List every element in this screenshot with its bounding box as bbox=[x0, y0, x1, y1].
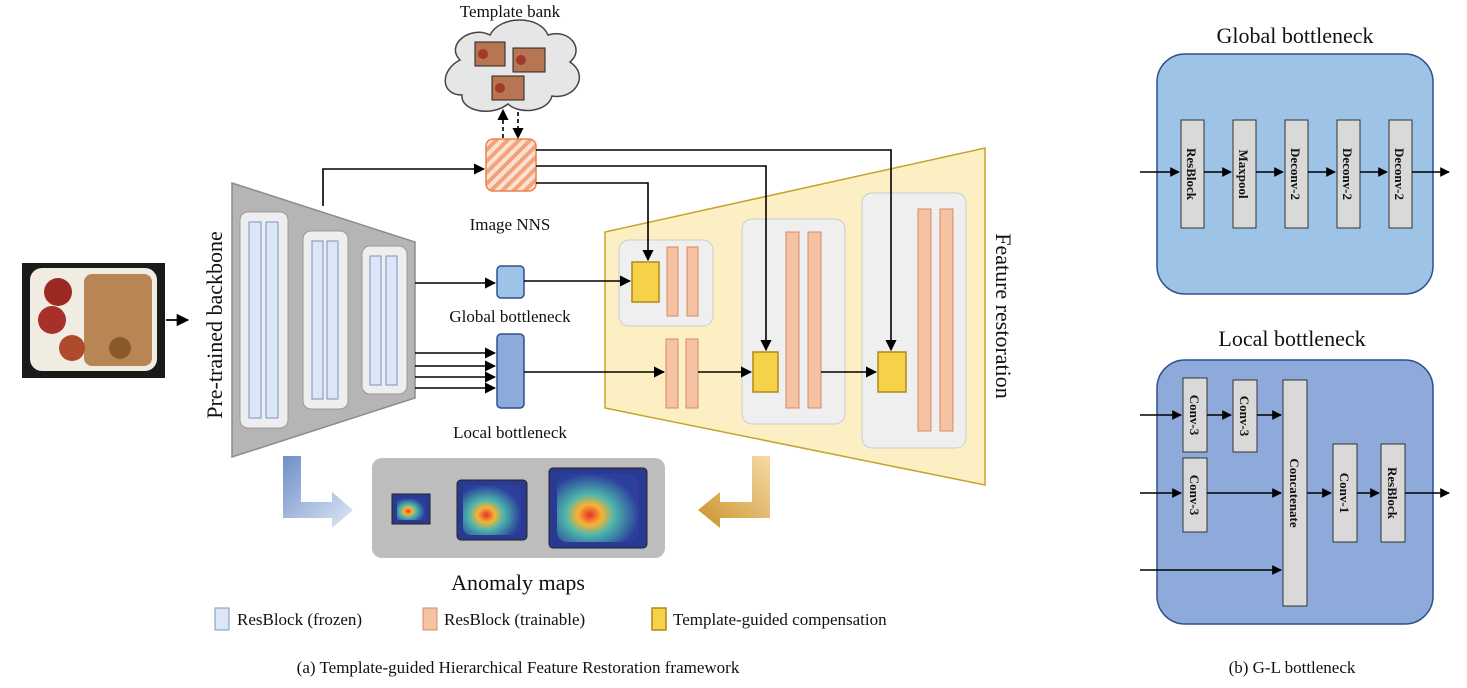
legend: ResBlock (frozen) ResBlock (trainable) T… bbox=[214, 607, 887, 631]
global-bottleneck-block bbox=[496, 265, 525, 299]
local-conv3-a-label: Conv-3 bbox=[1187, 395, 1202, 436]
template-bank-label: Template bank bbox=[460, 2, 561, 21]
local-bottleneck-label: Local bottleneck bbox=[453, 423, 567, 442]
global-title: Global bottleneck bbox=[1216, 23, 1373, 48]
image-nns-label: Image NNS bbox=[470, 215, 551, 234]
local-concatenate-label: Concatenate bbox=[1287, 458, 1302, 528]
local-conv3-c-label: Conv-3 bbox=[1187, 475, 1202, 516]
legend-compensation-label: Template-guided compensation bbox=[673, 610, 887, 629]
global-block-resblock bbox=[1180, 119, 1205, 229]
local-conv3-c bbox=[1182, 457, 1208, 533]
global-block-deconv-1 bbox=[1284, 119, 1309, 229]
global-block-maxpool bbox=[1232, 119, 1257, 229]
caption-a: (a) Template-guided Hierarchical Feature… bbox=[297, 658, 740, 677]
global-bottleneck-label: Global bottleneck bbox=[449, 307, 571, 326]
global-block-deconv-3 bbox=[1388, 119, 1413, 229]
global-block-resblock-label: ResBlock bbox=[1184, 148, 1199, 201]
image-nns-block bbox=[485, 138, 537, 192]
input-food-image bbox=[22, 263, 165, 378]
backbone bbox=[231, 181, 416, 459]
anomaly-maps-label: Anomaly maps bbox=[451, 570, 585, 595]
backbone-label: Pre-trained backbone bbox=[202, 231, 227, 419]
local-conv3-b bbox=[1232, 379, 1258, 453]
legend-compensation-swatch bbox=[651, 607, 667, 631]
template-bank-cloud bbox=[444, 19, 581, 112]
legend-trainable-swatch bbox=[422, 607, 438, 631]
global-block-maxpool-label: Maxpool bbox=[1236, 149, 1251, 199]
local-resblock bbox=[1380, 443, 1406, 543]
caption-b: (b) G-L bottleneck bbox=[1229, 658, 1356, 677]
global-blocks: ResBlock Maxpool Deconv-2 Deconv-2 Decon… bbox=[1180, 119, 1413, 229]
local-conv1-label: Conv-1 bbox=[1337, 473, 1352, 513]
global-block-deconv-2 bbox=[1336, 119, 1361, 229]
anomaly-maps-panel bbox=[372, 458, 665, 558]
local-bottleneck-block bbox=[496, 333, 525, 409]
restoration-to-maps-arrow bbox=[698, 456, 770, 528]
legend-frozen-label: ResBlock (frozen) bbox=[237, 610, 362, 629]
legend-frozen-swatch bbox=[214, 607, 230, 631]
local-resblock-label: ResBlock bbox=[1385, 467, 1400, 520]
legend-trainable-label: ResBlock (trainable) bbox=[444, 610, 585, 629]
global-block-deconv-3-label: Deconv-2 bbox=[1392, 148, 1407, 200]
feature-restoration bbox=[604, 147, 986, 486]
global-block-deconv-1-label: Deconv-2 bbox=[1288, 148, 1303, 200]
global-block-deconv-2-label: Deconv-2 bbox=[1340, 148, 1355, 200]
local-conv3-b-label: Conv-3 bbox=[1237, 396, 1252, 437]
feature-restoration-label: Feature restoration bbox=[991, 233, 1016, 399]
backbone-to-maps-arrow bbox=[283, 456, 353, 528]
local-title: Local bottleneck bbox=[1218, 326, 1365, 351]
